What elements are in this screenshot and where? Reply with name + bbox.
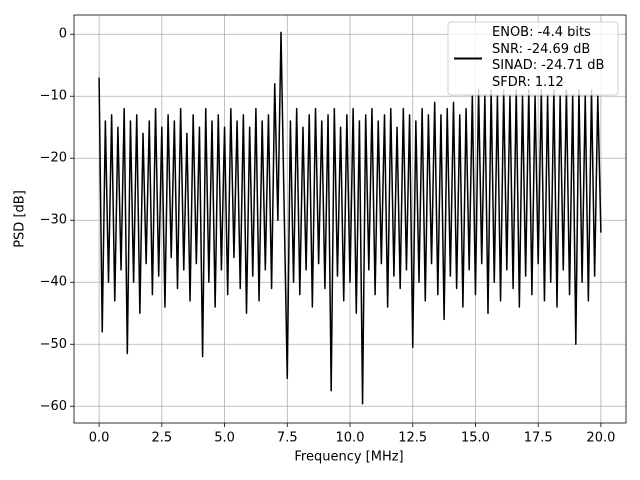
- y-tick-label: 0: [59, 27, 67, 42]
- x-tick-label: 10.0: [336, 431, 365, 446]
- y-tick-label: −60: [40, 399, 67, 414]
- y-tick-label: −50: [40, 337, 67, 352]
- y-axis-label: PSD [dB]: [13, 190, 28, 248]
- psd-line: [98, 31, 602, 405]
- x-tick-label: 5.0: [214, 431, 235, 446]
- y-tick-label: −20: [40, 151, 67, 166]
- x-tick-label: 15.0: [461, 431, 490, 446]
- y-tick-label: −40: [40, 275, 67, 290]
- axes-frame: [73, 14, 627, 424]
- x-tick-label: 0.0: [89, 431, 110, 446]
- x-tick-label: 17.5: [524, 431, 553, 446]
- x-tick-label: 2.5: [151, 431, 172, 446]
- legend-box: [447, 21, 619, 96]
- x-tick-label: 12.5: [398, 431, 427, 446]
- y-tick-label: −10: [40, 89, 67, 104]
- x-tick-label: 20.0: [586, 431, 615, 446]
- x-axis-label: Frequency [MHz]: [294, 450, 403, 465]
- x-tick-label: 7.5: [277, 431, 298, 446]
- y-tick-label: −30: [40, 213, 67, 228]
- legend-entry: ENOB: -4.4 bits SNR: -24.69 dB SINAD: -2…: [492, 25, 605, 90]
